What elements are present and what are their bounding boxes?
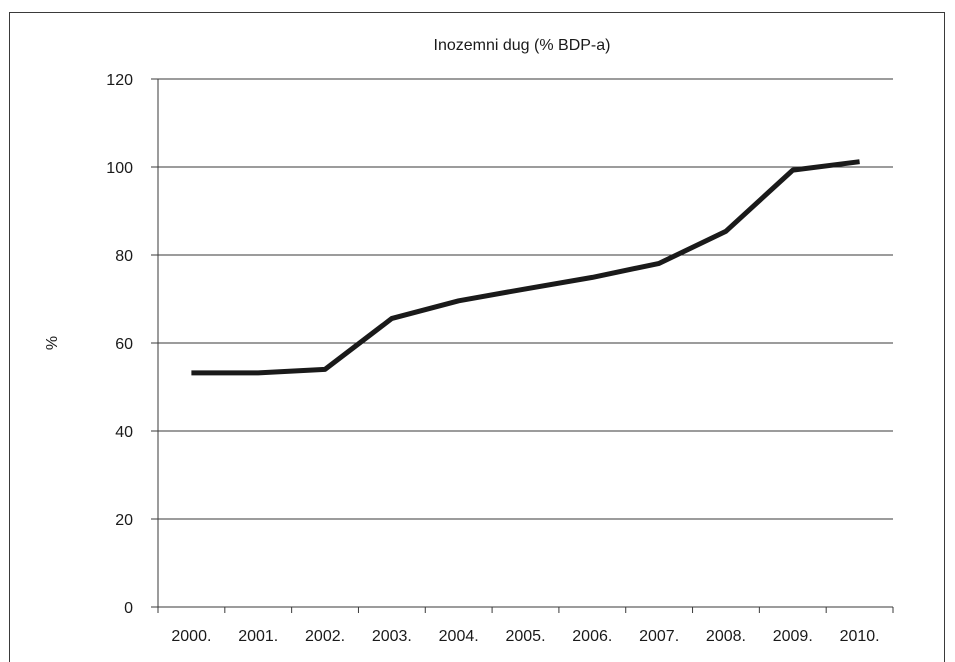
chart-title: Inozemni dug (% BDP-a) bbox=[434, 37, 611, 54]
y-tick-labels: 0 20 40 60 80 100 120 bbox=[106, 72, 133, 617]
axes bbox=[151, 78, 894, 613]
x-tick-label: 2006. bbox=[572, 628, 612, 645]
y-tick-label: 20 bbox=[115, 512, 133, 529]
x-tick-label: 2010. bbox=[840, 628, 880, 645]
x-tick-label: 2001. bbox=[238, 628, 278, 645]
x-tick-label: 2003. bbox=[372, 628, 412, 645]
y-tick-label: 0 bbox=[124, 600, 133, 617]
y-tick-label: 100 bbox=[106, 160, 133, 177]
y-tick-label: 40 bbox=[115, 424, 133, 441]
x-tick-label: 2002. bbox=[305, 628, 345, 645]
series-layer bbox=[191, 159, 860, 376]
gridlines bbox=[158, 78, 893, 520]
y-axis-label: % bbox=[44, 336, 61, 350]
x-tick-labels: 2000. 2001. 2002. 2003. 2004. 2005. 2006. 2007.… bbox=[171, 628, 879, 645]
x-tick-label: 2000. bbox=[171, 628, 211, 645]
chart-frame bbox=[9, 12, 945, 662]
y-tick-label: 60 bbox=[115, 336, 133, 353]
x-tick-label: 2007. bbox=[639, 628, 679, 645]
series-line bbox=[191, 159, 860, 376]
x-tick-label: 2009. bbox=[773, 628, 813, 645]
x-tick-label: 2005. bbox=[505, 628, 545, 645]
x-tick-label: 2008. bbox=[706, 628, 746, 645]
y-tick-label: 120 bbox=[106, 72, 133, 89]
x-tick-label: 2004. bbox=[439, 628, 479, 645]
y-tick-label: 80 bbox=[115, 248, 133, 265]
